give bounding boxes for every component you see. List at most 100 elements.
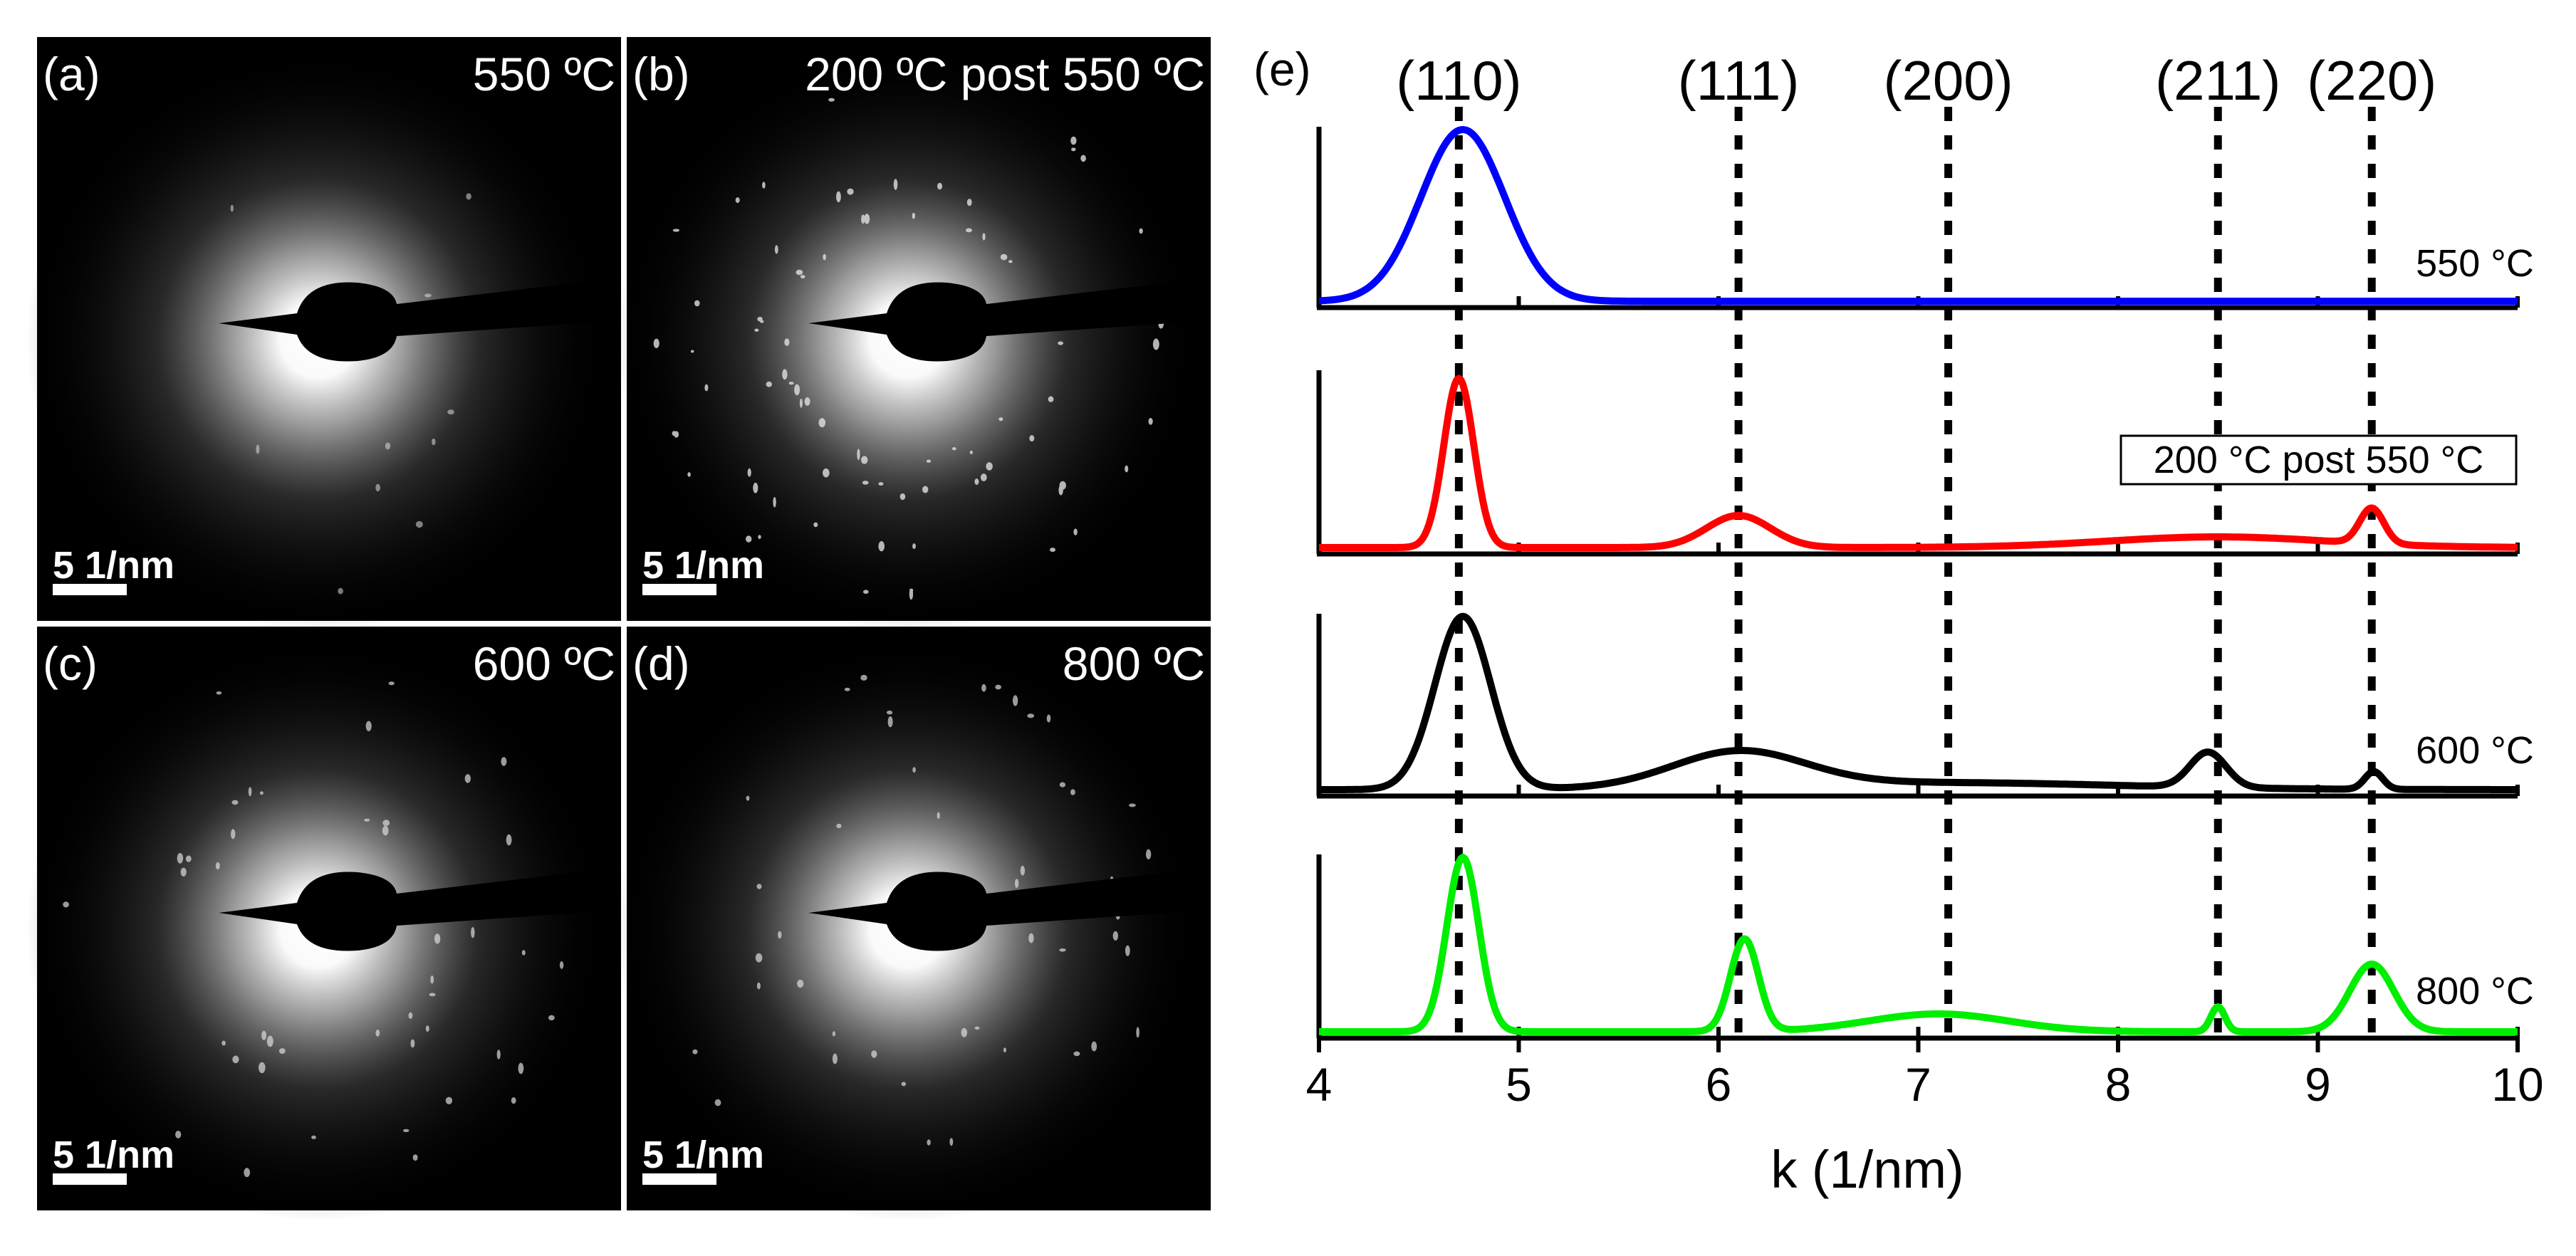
diffraction-spot [415, 520, 423, 528]
diffraction-spot [412, 1154, 418, 1161]
diffraction-spot [754, 328, 759, 332]
diffraction-spot [909, 588, 914, 600]
diffraction-spot [311, 1135, 316, 1139]
diffraction-spot [836, 191, 841, 203]
diffraction-spot [823, 468, 830, 478]
diffraction-spot [434, 933, 441, 944]
diffraction-spot [861, 456, 868, 464]
reflection-label: (200) [1884, 49, 2013, 112]
diffraction-spot [388, 681, 395, 686]
diffraction-panel-b: (b) 200 ºC post 550 ºC 5 1/nm [616, 37, 1211, 632]
temperature-label: 200 ºC post 550 ºC [805, 48, 1205, 100]
diffraction-spot [1139, 228, 1143, 234]
beam-stop [219, 867, 621, 951]
diffraction-spot [221, 1040, 226, 1046]
diffraction-spot [857, 449, 860, 460]
diffraction-spot [1050, 548, 1055, 553]
diffraction-spot [949, 1138, 954, 1146]
diffraction-spot [804, 397, 810, 406]
x-tick-label: 6 [1706, 1058, 1732, 1111]
series-line [1317, 612, 2520, 793]
x-tick-label: 10 [2491, 1058, 2543, 1111]
reflection-label: (220) [2307, 49, 2436, 112]
diffraction-spot [690, 350, 694, 353]
scale-bar [53, 584, 127, 595]
diffraction-spot [244, 1168, 251, 1178]
beam-stop [808, 278, 1211, 362]
beam-stop [808, 867, 1211, 951]
diffraction-spot [901, 1082, 907, 1087]
scale-bar [53, 1173, 127, 1185]
diffraction-spot [1028, 933, 1034, 943]
diffraction-spot [1125, 945, 1130, 956]
ring-spots [692, 674, 1152, 1146]
diffraction-spot [175, 1131, 182, 1139]
diffraction-spot [410, 1039, 415, 1048]
diffraction-spot [818, 418, 826, 428]
diffraction-spot [912, 543, 916, 550]
diffraction-spot [823, 253, 826, 261]
diffraction-spot [177, 853, 184, 864]
diffraction-spot [1129, 803, 1136, 807]
reflection-label: (111) [1678, 49, 1800, 112]
diffraction-spot [912, 767, 916, 773]
diffraction-spot [1080, 155, 1086, 162]
diffraction-spot [429, 993, 436, 997]
diffraction-spot [1046, 714, 1051, 723]
diffraction-spot [746, 795, 750, 801]
diffraction-spot [756, 982, 761, 990]
diffraction-spot [995, 684, 1001, 690]
diffraction-spot [215, 862, 220, 870]
diffraction-panel-a: (a) 550 ºC 5 1/nm [26, 37, 621, 632]
diffraction-spot [1048, 396, 1054, 402]
temperature-label: 800 ºC [1063, 637, 1205, 690]
x-tick-label: 8 [2105, 1058, 2132, 1111]
diffraction-spot [847, 188, 854, 195]
ring-spots [653, 98, 1164, 600]
diffraction-spot [365, 721, 372, 731]
scale-bar-label: 5 1/nm [53, 1134, 174, 1176]
series-panel: 800 °C [1316, 854, 2534, 1041]
diffraction-spot [501, 757, 507, 766]
diffraction-spot [986, 462, 993, 471]
diffraction-spot [922, 486, 929, 493]
diffraction-spot [672, 431, 677, 436]
diffraction-spot [981, 684, 986, 692]
diffraction-spot [1000, 253, 1008, 261]
diffraction-spot [778, 931, 782, 939]
reflection-label: (211) [2155, 49, 2280, 112]
diffraction-spot [180, 867, 187, 876]
diffraction-spot [782, 369, 788, 380]
diffraction-spot [784, 338, 790, 346]
x-tick-label: 4 [1306, 1058, 1333, 1111]
diffraction-spot [832, 1031, 835, 1037]
diffraction-spot [937, 812, 940, 820]
diffraction-spot [871, 1050, 877, 1058]
diffraction-spot [1136, 1027, 1140, 1038]
diffraction-spot [185, 855, 192, 862]
diffraction-spot [687, 472, 691, 477]
diffraction-spot [878, 541, 885, 552]
diffraction-spot [382, 820, 390, 827]
diffraction-spot [1152, 338, 1159, 350]
diffraction-spot [753, 482, 758, 493]
diffraction-spot [974, 478, 979, 485]
diffraction-spot [375, 1030, 380, 1037]
diffraction-spot [980, 473, 987, 481]
diffraction-spot [1020, 865, 1025, 876]
x-tick-label: 5 [1506, 1058, 1532, 1111]
diffraction-spot [548, 1015, 555, 1021]
diffraction-spot [256, 444, 260, 454]
diffraction-spot [1148, 418, 1153, 425]
diffraction-profile-chart: (e) (110) (111) (200) (211) (220) 550 °C 200 … [1253, 43, 2544, 1199]
diffraction-spot [1145, 849, 1152, 859]
series-label-box [2119, 434, 2518, 486]
reflection-lines [1454, 107, 2376, 1041]
diffraction-spot [800, 275, 805, 279]
diffraction-spot [735, 197, 740, 204]
series-label: 600 °C [2416, 729, 2534, 772]
diffraction-spot [521, 950, 526, 956]
diffraction-spot [1112, 931, 1118, 941]
diffraction-spot [797, 979, 804, 988]
